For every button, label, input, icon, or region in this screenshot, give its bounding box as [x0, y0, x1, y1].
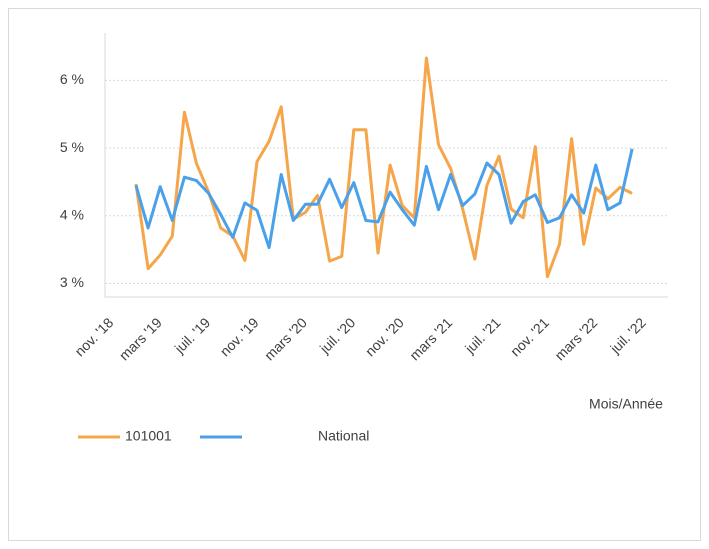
legend-label: 101001: [125, 428, 172, 444]
series-line: [134, 148, 634, 250]
y-tick-label: 5 %: [60, 139, 84, 155]
x-axis-title: Mois/Année: [589, 396, 663, 412]
y-tick-label: 4 %: [60, 206, 84, 222]
chart-frame: [8, 8, 701, 541]
y-tick-label: 6 %: [60, 71, 84, 87]
y-tick-label: 3 %: [60, 274, 84, 290]
legend-label: National: [318, 428, 369, 444]
